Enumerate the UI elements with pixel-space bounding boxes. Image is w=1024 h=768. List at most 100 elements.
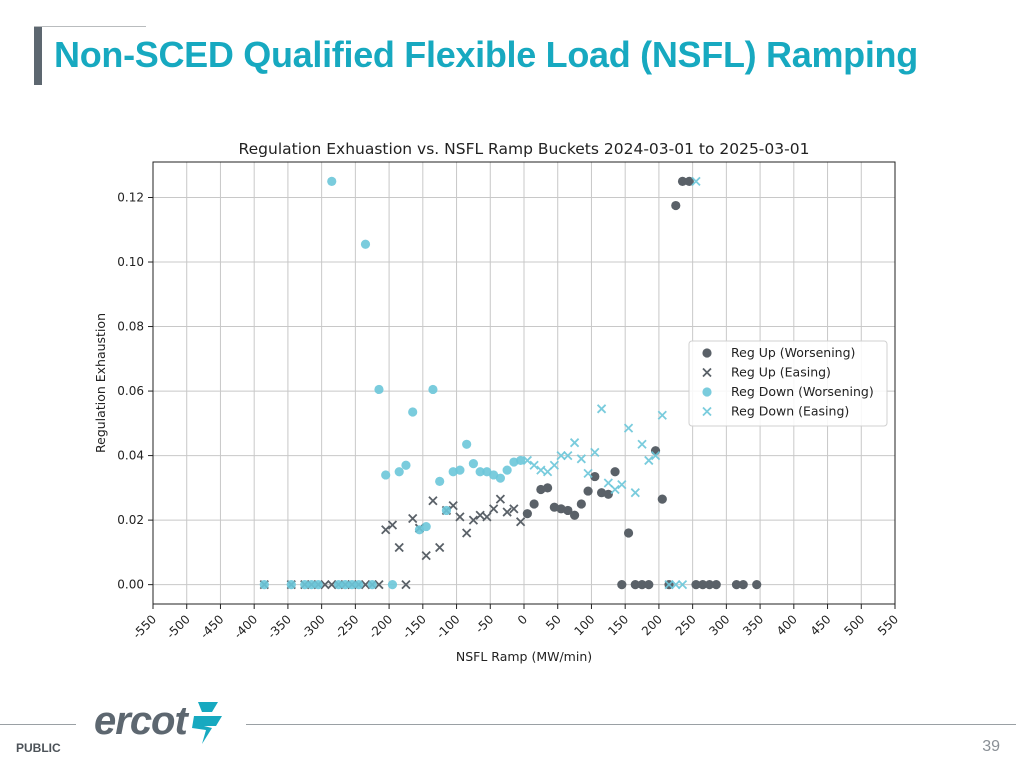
data-point — [435, 542, 445, 553]
data-point — [421, 521, 431, 532]
data-point — [522, 509, 532, 519]
x-tick-label: -400 — [231, 612, 260, 641]
x-tick-label: 350 — [740, 612, 766, 638]
data-point — [502, 507, 512, 517]
data-point — [617, 580, 627, 590]
data-point — [731, 580, 742, 590]
data-point — [623, 528, 634, 538]
data-point — [286, 580, 296, 590]
ercot-logo-mark-icon — [192, 702, 222, 744]
x-tick-label: 550 — [875, 612, 901, 638]
data-point — [650, 446, 661, 456]
data-point — [394, 467, 404, 477]
data-point — [637, 580, 647, 590]
data-point — [752, 580, 762, 590]
data-point — [677, 176, 688, 186]
data-point — [529, 460, 539, 470]
y-axis-label: Regulation Exhaustion — [93, 313, 108, 453]
data-point — [563, 505, 573, 516]
legend-label: Reg Down (Worsening) — [731, 384, 874, 399]
data-point — [448, 500, 458, 511]
data-point — [610, 484, 620, 495]
x-tick-label: 0 — [515, 612, 530, 627]
data-point — [495, 494, 506, 504]
data-point — [691, 176, 701, 186]
legend-box — [688, 340, 888, 427]
top-rule — [34, 26, 146, 27]
data-point — [333, 580, 344, 590]
x-tick-label: -200 — [366, 612, 395, 641]
x-tick-label: -500 — [164, 612, 193, 641]
footer-rule-left — [0, 724, 76, 725]
data-point — [516, 455, 526, 466]
svg-text:ercot: ercot — [94, 699, 189, 743]
x-tick-label: -100 — [434, 612, 463, 641]
data-point — [300, 580, 310, 590]
x-tick-label: 200 — [639, 612, 665, 638]
data-point — [664, 580, 674, 590]
data-point — [455, 465, 465, 475]
data-point — [387, 520, 398, 530]
x-tick-label: 150 — [605, 612, 631, 638]
footer-rule-right — [246, 724, 1016, 725]
data-point — [543, 483, 553, 493]
data-point — [475, 467, 485, 477]
y-tick-label: 0.04 — [117, 449, 144, 463]
scatter-chart: Regulation Exhuastion vs. NSFL Ramp Buck… — [93, 140, 901, 664]
data-point — [583, 486, 593, 496]
data-point — [529, 499, 539, 509]
data-point — [596, 404, 607, 414]
legend-marker — [702, 406, 712, 417]
data-point — [502, 465, 512, 475]
page-number: 39 — [982, 738, 1000, 755]
legend-label: Reg Down (Easing) — [731, 404, 849, 419]
chart-title: Regulation Exhuastion vs. NSFL Ramp Buck… — [239, 140, 810, 158]
data-point — [623, 423, 634, 433]
data-point — [360, 580, 371, 590]
data-point — [462, 528, 472, 538]
data-point — [360, 239, 371, 249]
data-point — [677, 580, 688, 590]
data-point — [394, 542, 404, 553]
x-tick-label: -350 — [265, 612, 294, 641]
data-point — [576, 499, 586, 509]
data-point — [354, 580, 364, 590]
data-point — [515, 517, 526, 527]
data-point — [536, 465, 546, 475]
slide-title: Non-SCED Qualified Flexible Load (NSFL) … — [54, 34, 918, 75]
data-point — [462, 439, 472, 449]
title-accent-bar — [34, 27, 42, 85]
data-point — [327, 580, 337, 590]
x-tick-label: 450 — [808, 612, 834, 638]
data-point — [435, 476, 445, 487]
data-point — [441, 505, 452, 516]
data-point — [489, 504, 499, 514]
chart-marks — [259, 176, 762, 590]
series-2 — [259, 176, 526, 590]
y-tick-label: 0.12 — [117, 190, 144, 204]
data-point — [569, 438, 580, 448]
legend: Reg Up (Worsening) Reg Up (Easing) Reg Dow… — [688, 340, 888, 427]
y-tick-label: 0.06 — [117, 384, 144, 398]
data-point — [590, 471, 600, 482]
legend-marker — [702, 367, 712, 378]
x-tick-label: -150 — [400, 612, 429, 641]
x-tick-label: 300 — [706, 612, 732, 638]
x-tick-label: -550 — [130, 612, 159, 641]
legend-label: Reg Up (Worsening) — [731, 345, 855, 360]
footer-classification: PUBLIC — [16, 741, 61, 755]
data-point — [671, 200, 681, 211]
data-point — [657, 494, 667, 504]
x-tick-label: 500 — [841, 612, 867, 638]
data-point — [482, 512, 492, 522]
data-point — [428, 384, 438, 395]
series-0 — [522, 176, 762, 590]
data-point — [684, 176, 694, 186]
data-point — [468, 515, 479, 525]
legend-marker — [702, 387, 712, 397]
data-point — [509, 504, 519, 514]
data-point — [671, 580, 681, 590]
data-point — [327, 176, 337, 186]
data-point — [320, 580, 330, 590]
data-point — [569, 510, 580, 520]
